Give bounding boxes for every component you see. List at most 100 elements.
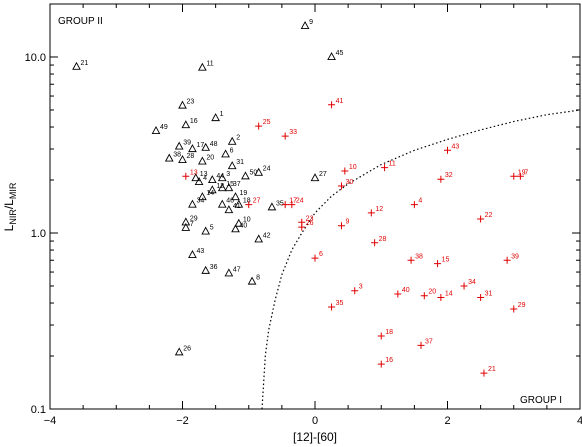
plus-marker [298,223,306,231]
point-label: 16 [190,118,198,125]
group2-point: 45 [327,50,343,61]
point-label: 35 [276,200,284,207]
triangle-marker [234,199,244,208]
point-label: 37 [425,338,433,345]
point-label: 38 [173,151,181,158]
group1-point: 21 [480,366,496,377]
group2-point: 50 [241,169,257,180]
group1-point: 14 [437,291,453,302]
point-label: 49 [160,124,168,131]
triangle-marker [227,161,237,170]
group2-point: 3 [217,171,230,182]
triangle-marker [224,183,234,192]
x-tick-label: 0 [312,415,318,427]
x-tick-label: −4 [44,415,57,427]
point-label: 11 [206,61,213,68]
group1-point: 17 [281,198,297,209]
triangle-marker [207,185,217,194]
point-label: 37 [233,181,241,188]
group1-point: 22 [477,212,493,223]
plus-marker [444,146,451,154]
group1-point: 39 [503,253,519,264]
triangle-marker [267,202,277,211]
group2-point: 13 [191,171,208,182]
group2-point: 31 [227,159,244,170]
group2-point: 19 [231,190,248,201]
plus-marker [477,294,485,302]
point-label: 21 [81,60,89,67]
x-tick-label: 4 [577,415,582,427]
group1-point: 28 [371,236,387,247]
group1-point: 34 [460,279,476,290]
triangle-marker [224,205,234,214]
point-label: 38 [415,253,423,260]
triangle-marker [191,173,201,182]
group2-point: 38 [164,151,181,162]
plus-marker [351,287,359,295]
y-tick-label: 0.1 [31,404,46,416]
point-label: 16 [385,357,393,364]
group1-point: 9 [338,219,350,230]
point-label: 3 [226,171,230,178]
group2-point: 37 [224,181,241,192]
point-label: 19 [240,190,248,197]
group2-point: 7 [181,221,194,231]
group2-point: 42 [254,232,271,243]
group1-point: 32 [437,172,453,183]
triangle-marker [227,136,237,145]
point-label: 12 [375,206,383,213]
point-label: 1 [220,111,224,118]
triangle-marker [310,173,320,182]
x-tick-label: −2 [176,415,189,427]
y-axis-label: LNIR/LMIR [2,182,18,231]
plus-marker [338,222,345,230]
group2-point: 40 [231,222,248,233]
group1-point: 29 [510,302,526,313]
point-label: 40 [402,287,410,294]
group2-point: 36 [201,264,218,274]
plus-marker [377,332,385,340]
point-label: 46 [226,198,234,205]
point-label: 3 [359,284,363,291]
group1-point: 38 [407,253,423,264]
point-label: 30 [346,179,354,186]
group2-point: 10 [234,217,251,227]
point-label: 26 [306,220,314,227]
group2-point: 47 [224,266,241,277]
triangle-marker [217,173,227,182]
group2-point: 6 [221,147,234,158]
point-label: 2 [236,135,240,142]
plus-marker [328,303,336,311]
group1-point: 37 [417,338,433,349]
group1-point: 26 [298,220,314,231]
point-label: 48 [210,141,218,148]
plus-marker [516,172,524,180]
group2-point: 23 [178,99,194,109]
point-label: 18 [243,198,251,205]
triangle-marker [201,265,211,274]
group1-point: 11 [381,161,396,172]
triangle-marker [231,192,240,201]
x-tick-label: 2 [444,415,450,427]
point-label: 13 [190,169,198,176]
plus-marker [460,282,468,290]
y-tick-label: 1.0 [31,228,46,240]
point-label: 32 [445,172,453,179]
triangle-marker [201,142,211,151]
axis-tick-labels: −4 −2 0 2 40.11.010.0 [25,52,582,427]
triangle-marker [174,347,184,356]
plus-marker [341,167,349,175]
group2-point: 12 [207,183,224,194]
triangle-marker [178,100,187,109]
point-label: 40 [240,222,248,229]
group1-point: 25 [255,119,271,130]
data-points: 1234567891011121314151617181920212324262… [72,19,528,377]
point-label: 15 [226,181,234,188]
plus-marker [477,215,485,223]
plus-marker [255,122,263,130]
group2-point: 9 [300,19,313,30]
point-label: 24 [296,198,304,205]
point-label: 43 [196,248,204,255]
triangle-marker [211,113,220,122]
plus-marker [510,305,518,313]
